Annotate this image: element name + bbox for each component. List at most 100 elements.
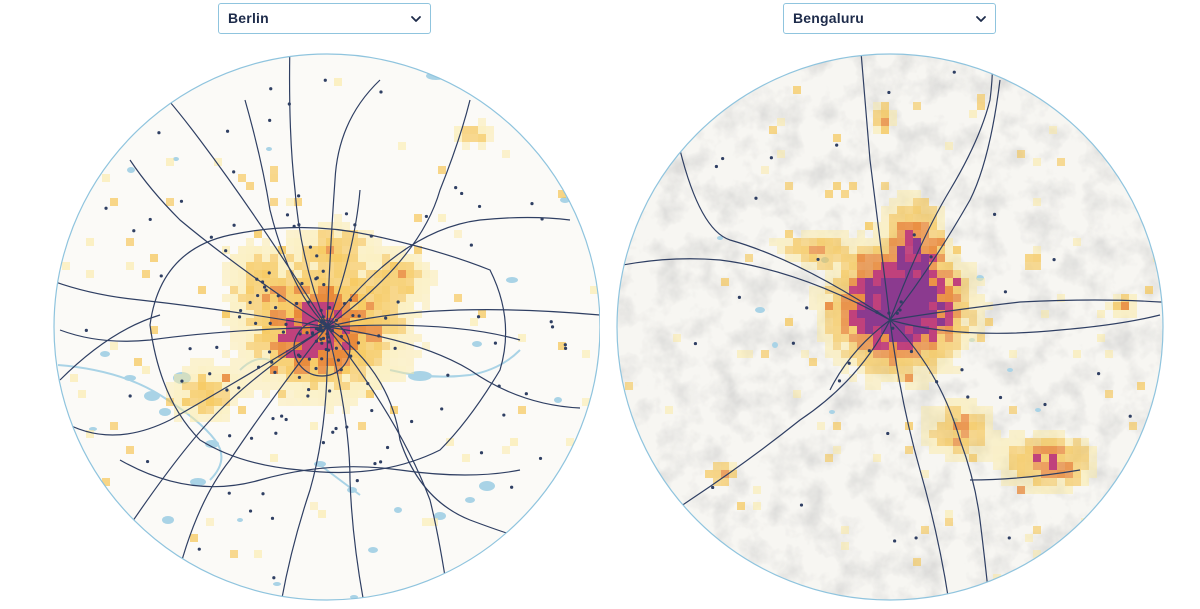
density-cell — [953, 398, 961, 406]
density-cell — [310, 310, 318, 318]
density-cell — [953, 270, 961, 278]
rail-station — [325, 332, 329, 336]
density-cell — [809, 294, 817, 302]
density-cell — [953, 302, 961, 310]
city-select-left[interactable]: Berlin — [218, 3, 431, 34]
density-cell — [841, 342, 849, 350]
density-cell — [769, 238, 777, 246]
density-cell — [937, 334, 945, 342]
density-cell — [985, 430, 993, 438]
density-cell — [350, 262, 358, 270]
density-cell — [937, 430, 945, 438]
density-cell — [366, 374, 374, 382]
rail-station — [264, 288, 268, 292]
density-cell — [230, 358, 238, 366]
density-cell — [126, 446, 134, 454]
density-cell — [286, 390, 294, 398]
density-cell — [945, 246, 953, 254]
density-cell — [889, 206, 897, 214]
density-cell — [889, 214, 897, 222]
density-cell — [833, 342, 841, 350]
density-cell — [953, 366, 961, 374]
city-map-bengaluru[interactable] — [600, 40, 1200, 609]
density-cell — [398, 270, 406, 278]
density-cell — [865, 342, 873, 350]
density-cell — [953, 286, 961, 294]
density-cell — [430, 518, 438, 526]
density-cell — [302, 294, 310, 302]
density-cell — [1057, 430, 1065, 438]
rail-station — [281, 330, 286, 334]
rail-station — [693, 341, 698, 346]
density-cell — [238, 406, 246, 414]
density-cell — [358, 278, 366, 286]
density-cell — [358, 262, 366, 270]
density-cell — [873, 358, 881, 366]
density-cell — [358, 342, 366, 350]
density-cell — [897, 358, 905, 366]
density-cell — [334, 286, 342, 294]
density-cell — [977, 430, 985, 438]
density-cell — [889, 246, 897, 254]
rail-station — [875, 310, 879, 314]
density-cell — [342, 286, 350, 294]
density-cell — [318, 350, 326, 358]
density-cell — [897, 270, 905, 278]
density-cell — [350, 238, 358, 246]
density-cell — [270, 310, 278, 318]
density-cell — [294, 230, 302, 238]
rail-station — [180, 379, 184, 383]
density-cell — [246, 382, 254, 390]
density-cell — [1057, 478, 1065, 486]
density-cell — [70, 374, 78, 382]
density-cell — [286, 302, 294, 310]
density-cell — [286, 286, 294, 294]
city-select-value: Berlin — [228, 10, 269, 26]
density-cell — [294, 310, 302, 318]
density-cell — [310, 294, 318, 302]
density-cell — [262, 390, 270, 398]
density-cell — [406, 254, 414, 262]
density-cell — [921, 334, 929, 342]
rail-station — [297, 194, 301, 198]
density-cell — [969, 262, 977, 270]
density-cell — [246, 182, 254, 190]
density-cell — [286, 198, 294, 206]
density-cell — [518, 334, 526, 342]
density-cell — [294, 270, 302, 278]
density-cell — [865, 326, 873, 334]
density-cell — [462, 454, 470, 462]
density-cell — [817, 238, 825, 246]
density-cell — [398, 374, 406, 382]
density-cell — [969, 270, 977, 278]
density-cell — [977, 414, 985, 422]
density-cell — [825, 294, 833, 302]
density-cell — [833, 350, 841, 358]
density-cell — [777, 246, 785, 254]
city-map-berlin[interactable] — [0, 40, 600, 609]
density-cell — [366, 310, 374, 318]
density-cell — [414, 214, 422, 222]
density-cell — [849, 286, 857, 294]
density-cell — [1089, 470, 1097, 478]
density-cell — [905, 382, 913, 390]
density-cell — [889, 198, 897, 206]
density-cell — [382, 358, 390, 366]
density-cell — [897, 230, 905, 238]
density-cell — [350, 310, 358, 318]
density-cell — [865, 382, 873, 390]
density-cell — [182, 406, 190, 414]
density-cell — [190, 382, 198, 390]
density-cell — [873, 350, 881, 358]
density-cell — [318, 294, 326, 302]
city-select-right[interactable]: Bengaluru — [783, 3, 996, 34]
rail-station — [326, 335, 330, 339]
density-cell — [222, 382, 230, 390]
density-cell — [366, 294, 374, 302]
density-cell — [937, 366, 945, 374]
density-cell — [1041, 470, 1049, 478]
density-cell — [398, 350, 406, 358]
density-cell — [238, 254, 246, 262]
density-cell — [406, 366, 414, 374]
density-cell — [945, 142, 953, 150]
